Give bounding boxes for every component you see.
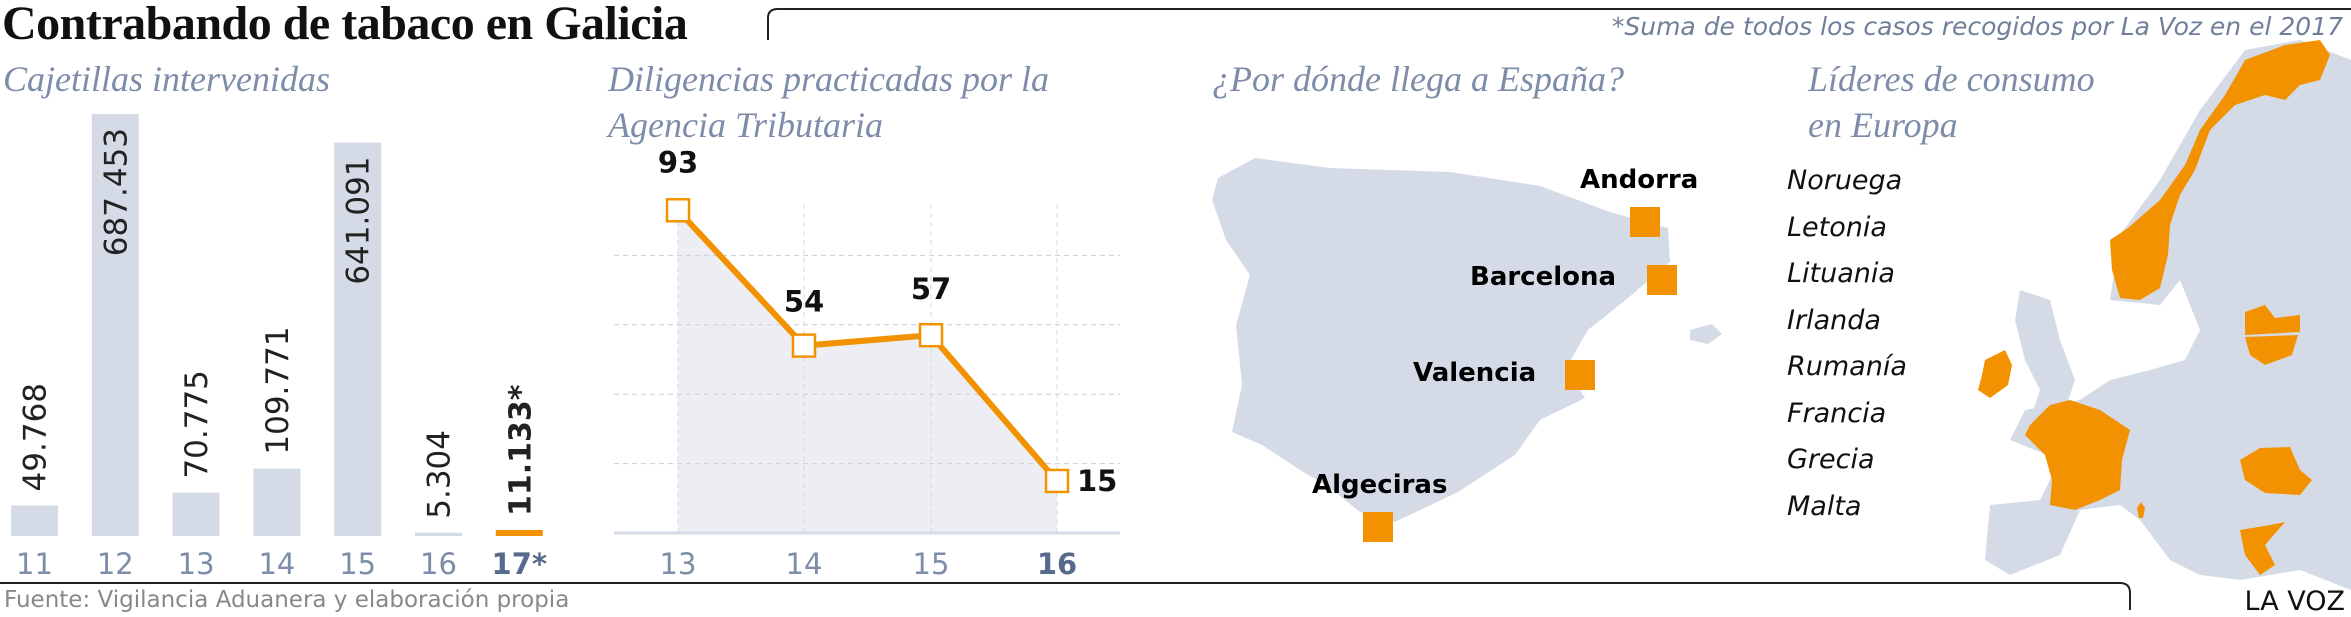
spain-map-title: ¿Por dónde llega a España? — [1212, 59, 1624, 99]
country-shape-greece — [2240, 522, 2285, 575]
bar-category-label: 13 — [178, 547, 215, 581]
line-chart-title-1: Diligencias practicadas por la — [608, 59, 1049, 99]
bar-11 — [11, 505, 58, 536]
balearic-islands — [1690, 324, 1722, 344]
city-marker-valencia — [1565, 360, 1595, 390]
point-value-label: 54 — [784, 285, 824, 319]
bar-category-label: 12 — [97, 547, 134, 581]
country-item-1: Letonia — [1787, 211, 1887, 243]
country-item-0: Noruega — [1787, 165, 1903, 196]
bar-category-label: 16 — [420, 547, 457, 581]
europe-map-title-1: Líderes de consumo — [1808, 59, 2095, 99]
point-value-label: 15 — [1077, 464, 1117, 498]
data-point — [665, 198, 691, 223]
bar-13 — [172, 492, 220, 536]
country-shape-latvia — [2245, 305, 2300, 335]
data-point — [918, 322, 944, 348]
country-item-7: Malta — [1787, 490, 1862, 522]
country-item-5: Francia — [1787, 397, 1887, 429]
bar-value-label: 49.768 — [18, 383, 54, 491]
city-label-valencia: Valencia — [1413, 358, 1537, 388]
country-item-4: Rumanía — [1787, 351, 1907, 382]
country-shape-corsica-marker — [2137, 502, 2145, 518]
x-tick-label: 15 — [913, 547, 950, 581]
x-tick-label: 14 — [786, 547, 823, 581]
footnote: *Suma de todos los casos recogidos por L… — [1611, 12, 2343, 41]
bar-value-label: 70.775 — [179, 370, 215, 478]
bar-16 — [415, 532, 462, 536]
country-shape-lithuania — [2245, 335, 2298, 365]
bar-chart-title: Cajetillas intervenidas — [3, 59, 330, 99]
country-shape-france — [2025, 400, 2130, 510]
city-label-andorra: Andorra — [1580, 165, 1699, 195]
top-rule — [767, 8, 2351, 40]
data-point — [791, 333, 817, 358]
country-item-6: Grecia — [1787, 444, 1875, 475]
bar-value-label: 641.091 — [341, 156, 377, 284]
point-value-label: 93 — [658, 145, 698, 179]
city-label-algeciras: Algeciras — [1312, 470, 1448, 500]
line-chart-title-2: Agencia Tributaria — [608, 105, 884, 145]
europe-land — [1985, 40, 2351, 590]
city-marker-andorra — [1630, 207, 1660, 237]
series-line — [675, 208, 1060, 483]
line-area — [678, 210, 1057, 534]
country-item-2: Lituania — [1787, 258, 1895, 289]
city-marker-barcelona — [1647, 265, 1677, 295]
country-shape-norway — [2110, 40, 2330, 300]
bar-14 — [253, 468, 301, 536]
x-tick-label: 13 — [660, 547, 697, 581]
europe-map-title-2: en Europa — [1808, 105, 1958, 145]
iberia-shape — [1212, 158, 1670, 522]
brand-logo: LA VOZ — [2244, 586, 2345, 617]
city-marker-algeciras — [1363, 512, 1393, 542]
bar-12 — [91, 114, 139, 536]
country-shape-romania — [2240, 447, 2312, 495]
line-chart: 93 13 54 14 57 15 15 16 — [614, 145, 1120, 581]
bar-chart: 49.768 11 687.453 12 70.775 13 109.771 14 641.09… — [11, 114, 548, 581]
bottom-rule — [0, 582, 2131, 610]
x-tick-label: 16 — [1037, 547, 1077, 581]
bar-category-label: 11 — [16, 547, 53, 581]
country-shape-ireland — [1978, 350, 2012, 398]
highlighted-countries — [1978, 40, 2330, 575]
bar-category-label: 14 — [258, 547, 295, 581]
bar-value-label: 11.133* — [503, 384, 538, 516]
data-point — [1044, 468, 1070, 494]
bar-value-label: 687.453 — [98, 128, 134, 256]
bar-category-label: 15 — [339, 547, 376, 581]
source-note: Fuente: Vigilancia Aduanera y elaboració… — [4, 587, 570, 613]
city-label-barcelona: Barcelona — [1470, 262, 1617, 292]
bar-category-label: 17* — [492, 547, 548, 581]
page-title: Contrabando de tabaco en Galicia — [2, 0, 688, 50]
bar-17* — [495, 530, 543, 536]
country-item-3: Irlanda — [1787, 304, 1881, 336]
bar-value-label: 5.304 — [422, 430, 458, 519]
bar-15 — [334, 142, 382, 536]
bar-value-label: 109.771 — [260, 326, 296, 454]
point-value-label: 57 — [911, 272, 951, 306]
